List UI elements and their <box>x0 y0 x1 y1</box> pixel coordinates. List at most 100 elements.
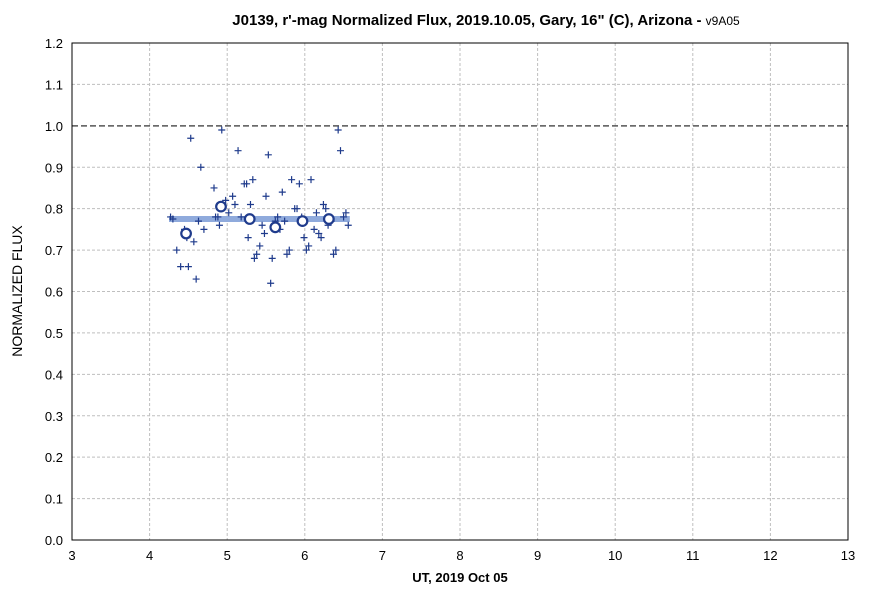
x-tick-label: 3 <box>68 548 75 563</box>
x-tick-labels: 3 4 5 6 7 8 9 10 11 12 13 <box>68 548 855 563</box>
data-point-plus <box>218 126 226 134</box>
data-point-plus <box>250 254 258 262</box>
data-point-plus <box>267 279 275 287</box>
data-point-plus <box>192 275 200 283</box>
x-tick-label: 4 <box>146 548 153 563</box>
data-point-plus <box>229 192 237 200</box>
data-point-plus <box>268 254 276 262</box>
y-tick-label: 0.6 <box>45 285 63 300</box>
x-tick-label: 8 <box>456 548 463 563</box>
y-axis-label: NORMALIZED FLUX <box>9 225 25 357</box>
data-point-plus <box>194 217 202 225</box>
data-point-plus <box>177 263 185 271</box>
data-point-plus <box>332 246 340 254</box>
x-tick-label: 11 <box>686 548 700 563</box>
data-point-plus <box>283 250 291 258</box>
data-point-plus <box>300 234 308 242</box>
x-tick-label: 5 <box>224 548 231 563</box>
y-tick-label: 1.2 <box>45 36 63 51</box>
data-point-plus <box>293 205 301 213</box>
data-point-plus <box>173 246 181 254</box>
chart-title-main: J0139, r'-mag Normalized Flux, 2019.10.0… <box>232 12 705 29</box>
x-tick-label: 9 <box>534 548 541 563</box>
data-point-plus <box>215 221 223 229</box>
y-tick-label: 0.2 <box>45 450 63 465</box>
data-point-plus <box>244 234 252 242</box>
chart-title: J0139, r'-mag Normalized Flux, 2019.10.0… <box>232 12 740 29</box>
x-tick-label: 12 <box>763 548 777 563</box>
mean-point <box>215 200 227 213</box>
data-point-plus <box>344 221 352 229</box>
data-point-plus <box>197 163 205 171</box>
data-point-plus <box>342 209 350 217</box>
data-point-plus <box>200 225 208 233</box>
data-point-plus <box>231 201 239 209</box>
data-point-plus <box>302 246 310 254</box>
data-point-plus <box>274 213 282 221</box>
mean-point <box>296 215 309 227</box>
data-point-plus <box>319 201 327 209</box>
data-point-plus <box>256 242 264 250</box>
data-point-plus <box>187 134 195 142</box>
data-point-plus <box>322 205 330 213</box>
data-point-plus <box>317 234 325 242</box>
chart-title-version: v9A05 <box>706 14 740 28</box>
data-point-plus <box>288 176 296 184</box>
data-point-plus <box>169 215 177 223</box>
data-point-plus <box>340 213 348 221</box>
x-tick-label: 10 <box>608 548 622 563</box>
data-points <box>167 126 352 287</box>
y-tick-label: 0.7 <box>45 243 63 258</box>
data-point-plus <box>295 180 303 188</box>
y-tick-label: 0.4 <box>45 367 63 382</box>
x-tick-label: 6 <box>301 548 308 563</box>
data-point-plus <box>264 151 272 159</box>
data-point-plus <box>260 230 268 238</box>
data-point-plus <box>225 209 233 217</box>
mean-point <box>180 227 192 240</box>
data-point-plus <box>184 263 192 271</box>
y-tick-label: 0.9 <box>45 160 63 175</box>
y-tick-label: 0.5 <box>45 326 63 341</box>
y-tick-label: 0.1 <box>45 492 63 507</box>
mean-point <box>322 213 335 225</box>
data-point-plus <box>258 221 266 229</box>
y-tick-label: 0.0 <box>45 533 63 548</box>
data-point-plus <box>310 225 318 233</box>
data-point-plus <box>243 180 251 188</box>
data-point-plus <box>315 230 323 238</box>
data-point-plus <box>330 250 338 258</box>
y-tick-label: 0.3 <box>45 409 63 424</box>
y-tick-labels: 0.0 0.1 0.2 0.3 0.4 0.5 0.6 0.7 0.8 0.9 1.0 1.1 1.2 <box>45 36 63 548</box>
data-point-plus <box>307 176 315 184</box>
data-point-plus <box>190 238 198 246</box>
data-point-plus <box>336 147 344 155</box>
data-point-plus <box>278 188 286 196</box>
data-point-plus <box>262 192 270 200</box>
data-point-plus <box>210 184 218 192</box>
data-point-plus <box>237 213 245 221</box>
plot-frame <box>71 42 849 541</box>
data-point-plus <box>246 201 254 209</box>
data-point-plus <box>285 246 293 254</box>
data-point-plus <box>334 126 342 134</box>
mean-point <box>243 213 256 225</box>
data-point-plus <box>281 217 289 225</box>
data-point-plus <box>305 242 313 250</box>
data-point-plus <box>253 250 261 258</box>
data-point-plus <box>234 147 242 155</box>
y-tick-label: 1.0 <box>45 119 63 134</box>
x-tick-label: 7 <box>379 548 386 563</box>
data-point-plus <box>312 209 320 217</box>
data-point-plus <box>249 176 257 184</box>
data-point-plus <box>214 213 222 221</box>
mean-points <box>180 200 335 240</box>
data-point-plus <box>222 196 230 204</box>
y-tick-label: 1.1 <box>45 77 63 92</box>
x-tick-label: 13 <box>841 548 855 563</box>
mean-point <box>269 221 282 234</box>
x-axis-label: UT, 2019 Oct 05 <box>412 570 507 585</box>
y-tick-label: 0.8 <box>45 202 63 217</box>
